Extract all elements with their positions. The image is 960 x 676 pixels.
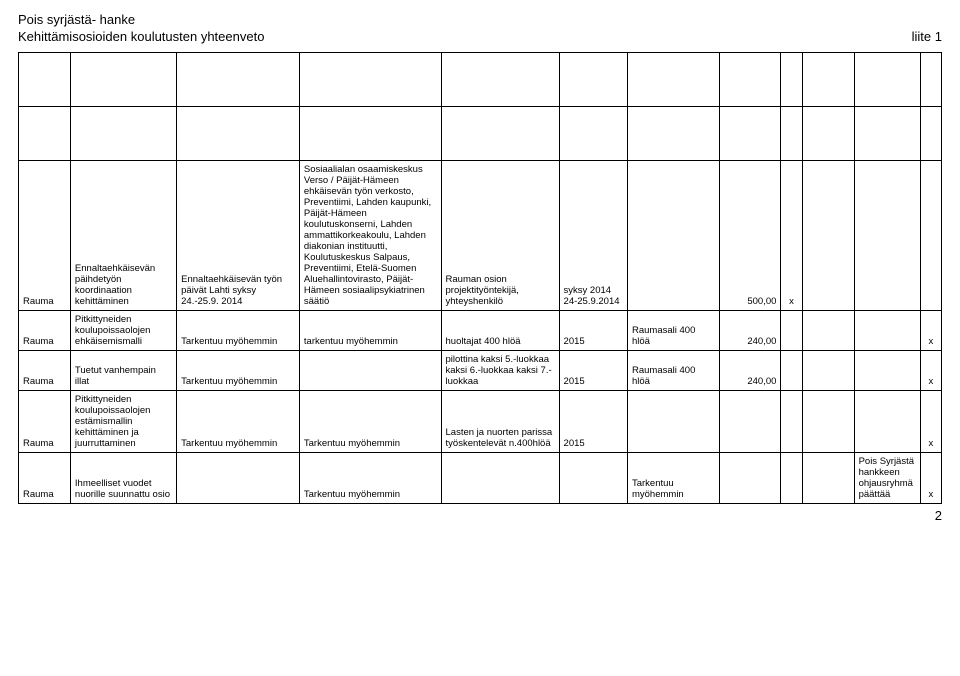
- table-cell: [627, 52, 719, 106]
- table-cell: Raumasali 400 hlöä: [627, 310, 719, 350]
- table-cell: 2015: [559, 350, 627, 390]
- table-cell: [854, 106, 920, 160]
- table-cell: [781, 452, 802, 503]
- table-cell: Tarkentuu myöhemmin: [299, 452, 441, 503]
- table-cell: [854, 350, 920, 390]
- table-cell: [70, 52, 176, 106]
- table-cell: x: [920, 452, 941, 503]
- table-row: RaumaTuetut vanhempain illatTarkentuu my…: [19, 350, 942, 390]
- table-cell: [920, 106, 941, 160]
- table-cell: [802, 106, 854, 160]
- table-cell: [299, 350, 441, 390]
- table-cell: Raumasali 400 hlöä: [627, 350, 719, 390]
- table-cell: [720, 52, 781, 106]
- table-cell: [854, 52, 920, 106]
- table-cell: Tarkentuu myöhemmin: [177, 350, 300, 390]
- table-cell: [802, 52, 854, 106]
- table-row: [19, 106, 942, 160]
- table-cell: [720, 452, 781, 503]
- table-cell: huoltajat 400 hlöä: [441, 310, 559, 350]
- table-cell: Rauman osion projektityöntekijä, yhteysh…: [441, 160, 559, 310]
- table-cell: [559, 452, 627, 503]
- table-cell: Tarkentuu myöhemmin: [627, 452, 719, 503]
- header-line2-left: Kehittämisosioiden koulutusten yhteenvet…: [18, 29, 264, 46]
- table-cell: [559, 106, 627, 160]
- table-cell: [299, 52, 441, 106]
- table-cell: [781, 390, 802, 452]
- table-cell: [19, 106, 71, 160]
- table-cell: [781, 106, 802, 160]
- table-cell: [802, 310, 854, 350]
- table-cell: [441, 52, 559, 106]
- table-row: RaumaPitkittyneiden koulupoissaolojen es…: [19, 390, 942, 452]
- table-cell: Ihmeelliset vuodet nuorille suunnattu os…: [70, 452, 176, 503]
- table-cell: Rauma: [19, 310, 71, 350]
- table-cell: [781, 52, 802, 106]
- summary-table: RaumaEnnaltaehkäisevän päihdetyön koordi…: [18, 52, 942, 504]
- table-row: [19, 52, 942, 106]
- table-cell: x: [781, 160, 802, 310]
- table-cell: [627, 160, 719, 310]
- table-cell: 2015: [559, 310, 627, 350]
- table-cell: x: [920, 390, 941, 452]
- table-cell: [802, 390, 854, 452]
- table-cell: [802, 160, 854, 310]
- table-cell: [720, 106, 781, 160]
- table-cell: Rauma: [19, 390, 71, 452]
- table-cell: Tarkentuu myöhemmin: [177, 310, 300, 350]
- table-row: RaumaIhmeelliset vuodet nuorille suunnat…: [19, 452, 942, 503]
- table-cell: [854, 310, 920, 350]
- table-cell: [559, 52, 627, 106]
- header-line2-right: liite 1: [912, 29, 942, 46]
- table-cell: [920, 160, 941, 310]
- table-cell: Rauma: [19, 452, 71, 503]
- table-cell: [854, 390, 920, 452]
- table-cell: [19, 52, 71, 106]
- table-cell: Tarkentuu myöhemmin: [177, 390, 300, 452]
- header-line1: Pois syrjästä- hanke: [18, 12, 942, 29]
- table-cell: Ennaltaehkäisevän työn päivät Lahti syks…: [177, 160, 300, 310]
- table-cell: 2015: [559, 390, 627, 452]
- table-cell: [177, 52, 300, 106]
- table-cell: Pitkittyneiden koulupoissaolojen estämis…: [70, 390, 176, 452]
- table-cell: Rauma: [19, 350, 71, 390]
- table-cell: tarkentuu myöhemmin: [299, 310, 441, 350]
- table-row: RaumaEnnaltaehkäisevän päihdetyön koordi…: [19, 160, 942, 310]
- table-cell: [802, 452, 854, 503]
- table-cell: x: [920, 310, 941, 350]
- table-cell: [920, 52, 941, 106]
- table-cell: pilottina kaksi 5.-luokkaa kaksi 6.-luok…: [441, 350, 559, 390]
- table-cell: Tarkentuu myöhemmin: [299, 390, 441, 452]
- table-cell: [627, 106, 719, 160]
- table-cell: Pitkittyneiden koulupoissaolojen ehkäise…: [70, 310, 176, 350]
- table-cell: Ennaltaehkäisevän päihdetyön koordinaati…: [70, 160, 176, 310]
- table-cell: 500,00: [720, 160, 781, 310]
- table-cell: [720, 390, 781, 452]
- table-cell: syksy 2014 24-25.9.2014: [559, 160, 627, 310]
- table-cell: [781, 310, 802, 350]
- table-cell: Tuetut vanhempain illat: [70, 350, 176, 390]
- table-cell: [441, 106, 559, 160]
- table-cell: Sosiaalialan osaamiskeskus Verso / Päijä…: [299, 160, 441, 310]
- table-cell: [781, 350, 802, 390]
- table-cell: [802, 350, 854, 390]
- table-cell: Pois Syrjästä hankkeen ohjausryhmä päätt…: [854, 452, 920, 503]
- table-cell: [854, 160, 920, 310]
- table-cell: 240,00: [720, 310, 781, 350]
- table-cell: Lasten ja nuorten parissa työskentelevät…: [441, 390, 559, 452]
- table-row: RaumaPitkittyneiden koulupoissaolojen eh…: [19, 310, 942, 350]
- table-cell: [177, 452, 300, 503]
- table-cell: [627, 390, 719, 452]
- page-number: 2: [18, 508, 942, 523]
- table-cell: 240,00: [720, 350, 781, 390]
- table-cell: [177, 106, 300, 160]
- table-cell: [441, 452, 559, 503]
- table-cell: [70, 106, 176, 160]
- table-cell: [299, 106, 441, 160]
- table-cell: Rauma: [19, 160, 71, 310]
- table-cell: x: [920, 350, 941, 390]
